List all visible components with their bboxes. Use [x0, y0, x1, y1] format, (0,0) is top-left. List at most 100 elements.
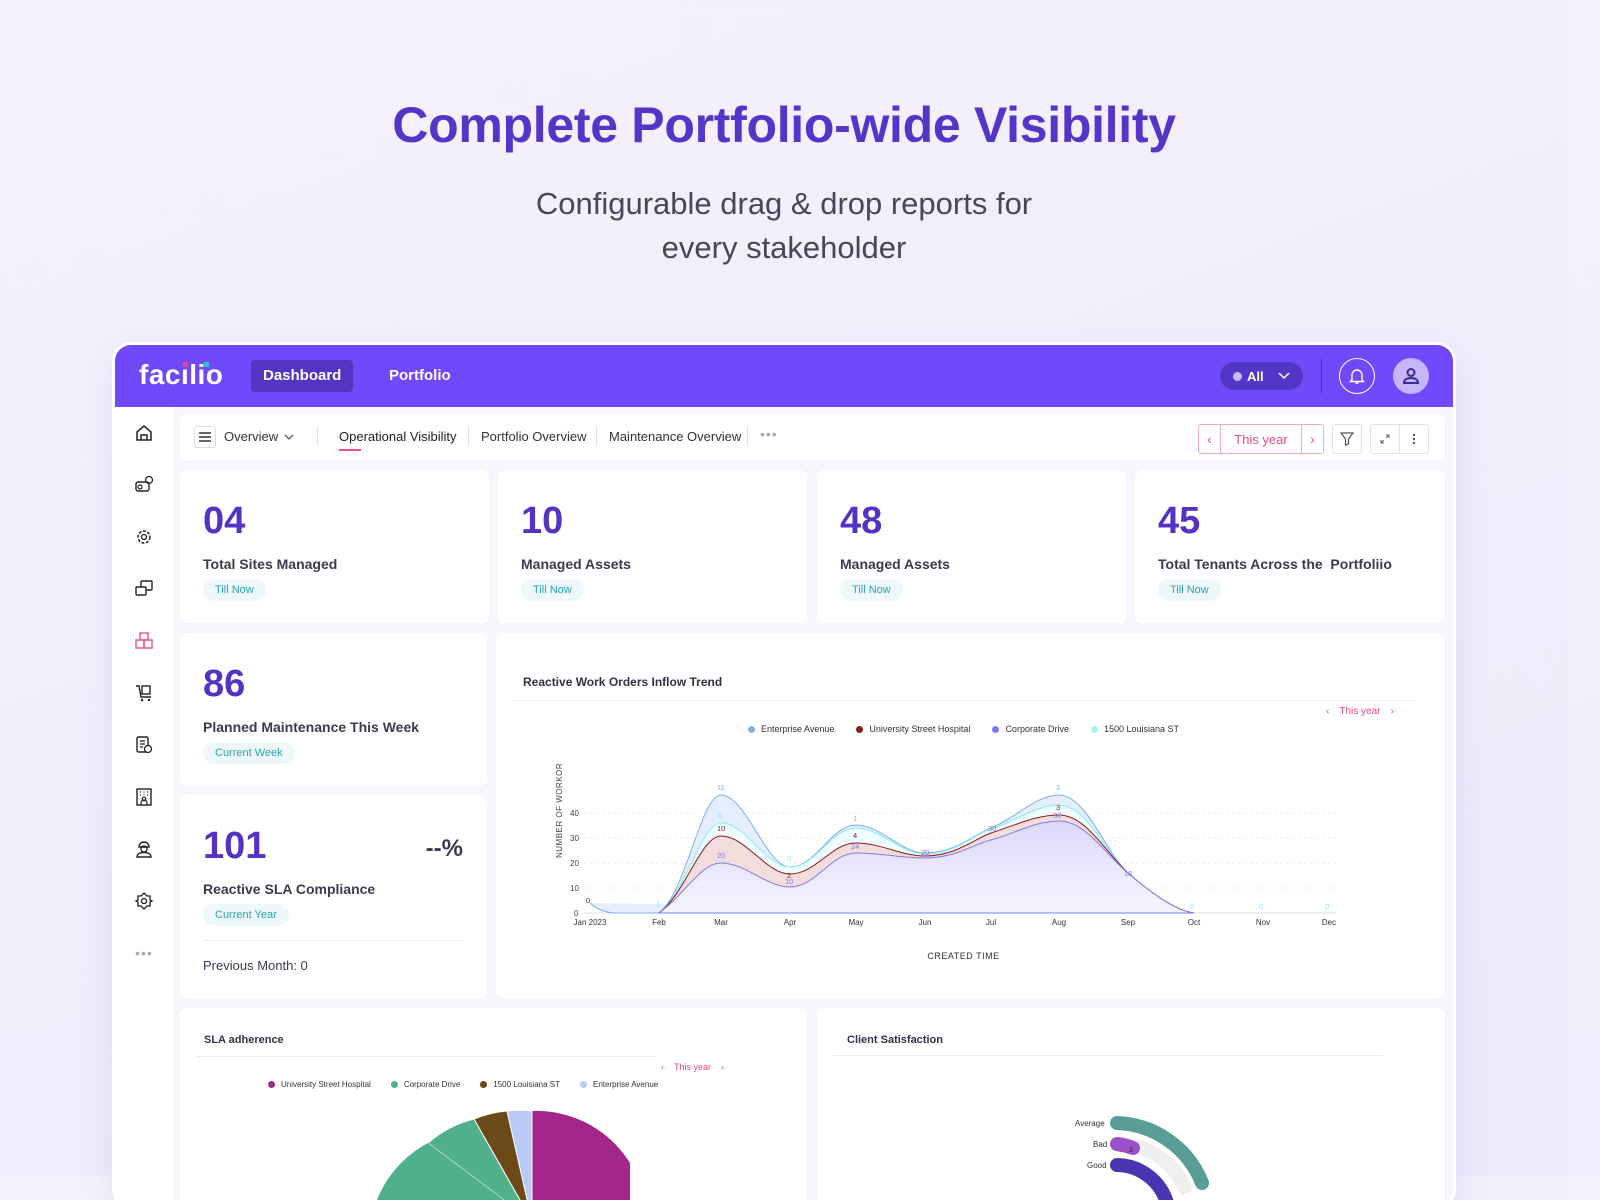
chevron-down-icon	[1278, 372, 1290, 380]
radial-bar-chart[interactable]: 2	[1107, 1108, 1307, 1200]
chevron-down-icon[interactable]	[284, 434, 294, 441]
tab-maintenance-overview[interactable]: Maintenance Overview	[609, 429, 742, 444]
more-tabs-button[interactable]: •••	[760, 426, 778, 442]
sidebar-item-more[interactable]: •••	[132, 941, 156, 965]
nav-dashboard[interactable]: Dashboard	[251, 360, 354, 392]
legend-item[interactable]: Corporate Drive	[390, 1080, 461, 1089]
legend-item[interactable]: Enterprise Avenue	[580, 1080, 658, 1089]
sla-adherence-chart-card: SLA adherence ‹ This year › University S…	[180, 1008, 807, 1200]
kpi-badge: Till Now	[1158, 579, 1221, 601]
kpi-badge: Current Year	[203, 904, 289, 926]
kpi-card-managed-assets-2[interactable]: 48 Managed Assets Till Now	[817, 470, 1126, 623]
kpi-badge: Till Now	[840, 579, 903, 601]
sidebar-item-workforce[interactable]	[132, 837, 156, 861]
svg-text:0: 0	[1259, 902, 1263, 911]
nav-portfolio[interactable]: Portfolio	[389, 367, 451, 384]
facilio-logo[interactable]: facilio	[139, 359, 223, 391]
svg-text:30: 30	[570, 834, 579, 843]
svg-text:20: 20	[570, 859, 579, 868]
kpi-label: Total Tenants Across the Portfoliio	[1158, 556, 1392, 572]
divider	[747, 426, 748, 446]
prev-period-button[interactable]: ‹	[1199, 425, 1221, 453]
more-options-button[interactable]	[1399, 424, 1429, 454]
svg-text:40: 40	[570, 809, 579, 818]
kpi-card-total-tenants[interactable]: 45 Total Tenants Across the Portfoliio T…	[1135, 470, 1444, 623]
next-period-button[interactable]: ›	[1301, 425, 1323, 453]
sidebar-item-requests[interactable]	[132, 577, 156, 601]
sidebar-item-assets[interactable]	[132, 473, 156, 497]
sidebar: •••	[115, 407, 173, 1200]
kpi-card-reactive-sla[interactable]: 101 --% Reactive SLA Compliance Current …	[180, 795, 487, 998]
procurement-cart-icon	[136, 685, 151, 702]
legend-item[interactable]: Enterprise Avenue	[748, 724, 834, 734]
legend-label: Corporate Drive	[403, 1080, 461, 1089]
legend-label: Corporate Drive	[1005, 724, 1069, 734]
legend-item[interactable]: University Street Hospital	[268, 1080, 371, 1089]
dashboard-select[interactable]: Overview	[224, 429, 279, 444]
kpi-value: 45	[1158, 500, 1201, 542]
kpi-badge: Current Week	[203, 742, 295, 764]
maintenance-gear-icon	[137, 530, 151, 544]
y-axis-label: NUMBER OF WORKORDERS	[555, 763, 564, 858]
chevron-left-icon[interactable]: ‹	[661, 1062, 664, 1072]
chevron-right-icon[interactable]: ›	[721, 1062, 725, 1072]
svg-text:Oct: Oct	[1188, 918, 1201, 927]
sidebar-item-procurement[interactable]	[132, 681, 156, 705]
legend-dot-icon	[748, 725, 755, 733]
sidebar-item-buildings[interactable]	[132, 785, 156, 809]
chevron-right-icon[interactable]: ›	[1390, 706, 1394, 717]
kpi-badge: Till Now	[203, 579, 266, 601]
chevron-left-icon: ‹	[1207, 431, 1212, 447]
hero-subtitle: Configurable drag & drop reports for eve…	[0, 182, 1568, 270]
chart-period-label[interactable]: This year	[674, 1062, 712, 1072]
previous-month-text: Previous Month: 0	[203, 958, 308, 973]
kpi-value: 101	[203, 825, 267, 867]
pie-chart[interactable]	[330, 1108, 630, 1200]
sidebar-item-contracts[interactable]	[132, 733, 156, 757]
tab-operational-visibility[interactable]: Operational Visibility	[339, 429, 457, 444]
user-icon	[1402, 368, 1420, 384]
user-avatar[interactable]	[1393, 358, 1429, 394]
period-label[interactable]: This year	[1234, 431, 1288, 447]
svg-text:20: 20	[921, 848, 929, 857]
svg-text:2: 2	[787, 871, 791, 880]
home-icon	[136, 425, 152, 441]
radial-label-good: Good	[1087, 1161, 1107, 1170]
site-filter-dropdown[interactable]: All	[1220, 362, 1303, 390]
sidebar-item-inventory[interactable]	[132, 629, 156, 653]
reactive-work-orders-chart-card: Reactive Work Orders Inflow Trend ‹ This…	[496, 633, 1444, 998]
svg-text:3: 3	[1056, 783, 1060, 792]
notifications-button[interactable]	[1339, 358, 1375, 394]
expand-button[interactable]	[1370, 424, 1400, 454]
chevron-right-icon: ›	[1310, 431, 1315, 447]
inventory-boxes-icon	[135, 632, 153, 649]
svg-text:0: 0	[1325, 902, 1329, 911]
legend-item[interactable]: University Street Hospital	[856, 724, 970, 734]
svg-text:18: 18	[1124, 869, 1132, 878]
building-icon	[136, 788, 152, 806]
chevron-left-icon[interactable]: ‹	[1326, 706, 1330, 717]
hamburger-menu-button[interactable]	[194, 426, 216, 448]
sidebar-item-home[interactable]	[132, 421, 156, 445]
hero-subtitle-line1: Configurable drag & drop reports for	[535, 186, 1033, 221]
svg-text:0: 0	[574, 909, 579, 918]
legend-item[interactable]: 1500 Louisiana ST	[480, 1080, 560, 1089]
tab-portfolio-overview[interactable]: Portfolio Overview	[481, 429, 587, 444]
svg-text:36: 36	[1053, 811, 1061, 820]
svg-text:2: 2	[1129, 1147, 1133, 1154]
svg-text:10: 10	[717, 824, 725, 833]
legend-item[interactable]: Corporate Drive	[992, 724, 1069, 734]
sidebar-item-maintenance[interactable]	[132, 525, 156, 549]
kpi-card-planned-maintenance[interactable]: 86 Planned Maintenance This Week Current…	[180, 633, 487, 786]
svg-text:0: 0	[586, 896, 590, 905]
kpi-card-total-sites[interactable]: 04 Total Sites Managed Till Now	[180, 470, 489, 623]
kpi-value: 10	[521, 500, 564, 542]
kpi-card-managed-assets[interactable]: 10 Managed Assets Till Now	[498, 470, 807, 623]
legend-item[interactable]: 1500 Louisiana ST	[1090, 724, 1179, 734]
chart-period-label[interactable]: This year	[1339, 706, 1381, 717]
svg-text:Nov: Nov	[1256, 918, 1270, 927]
sidebar-item-settings[interactable]	[132, 889, 156, 913]
kpi-percent: --%	[425, 835, 463, 862]
filter-button[interactable]	[1332, 424, 1362, 454]
